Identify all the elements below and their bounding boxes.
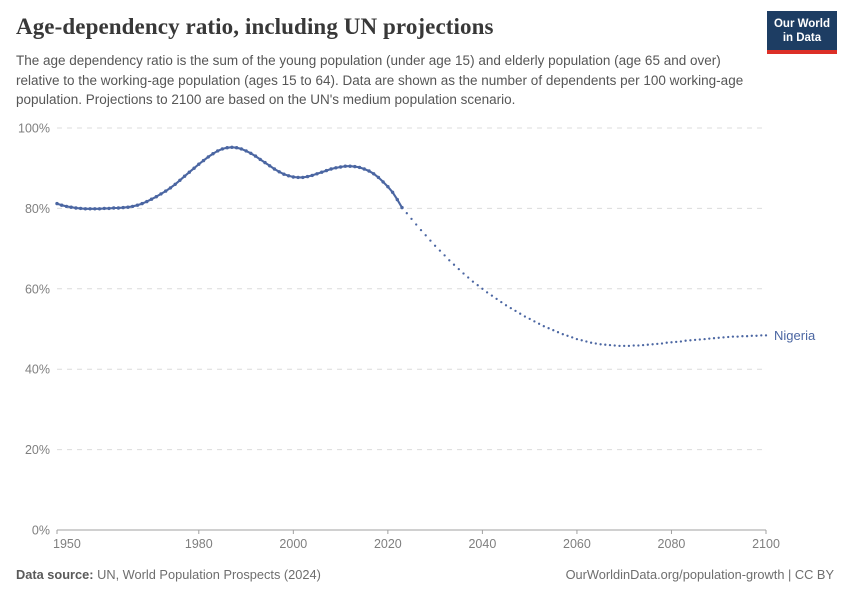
series-end-label[interactable]: Nigeria	[774, 328, 816, 343]
x-axis-label: 2000	[279, 537, 307, 551]
x-axis-label: 2060	[563, 537, 591, 551]
data-source: Data source: UN, World Population Prospe…	[16, 567, 321, 582]
data-source-label: Data source:	[16, 567, 94, 582]
credit-link[interactable]: OurWorldinData.org/population-growth | C…	[565, 567, 834, 582]
data-source-text: UN, World Population Prospects (2024)	[93, 567, 321, 582]
y-axis-label: 80%	[25, 202, 50, 216]
y-axis-label: 0%	[32, 524, 50, 538]
x-axis-label: 2020	[374, 537, 402, 551]
series-line-historical[interactable]	[56, 146, 403, 210]
series-dots-projection	[400, 206, 768, 348]
series-markers-historical	[55, 145, 404, 211]
y-axis-label: 20%	[25, 443, 50, 457]
x-axis-label: 1950	[53, 537, 81, 551]
y-axis-label: 100%	[18, 122, 50, 136]
owid-logo-line1: Our World	[773, 18, 830, 30]
owid-logo-line2: in Data	[782, 31, 822, 44]
chart-subtitle: The age dependency ratio is the sum of t…	[16, 53, 744, 107]
series-nigeria[interactable]: Nigeria	[55, 145, 816, 348]
x-axis-label: 2100	[752, 537, 780, 551]
x-axis-label: 1980	[185, 537, 213, 551]
chart-footer: Data source: UN, World Population Prospe…	[16, 567, 834, 582]
chart-title: Age-dependency ratio, including UN proje…	[16, 14, 494, 39]
owid-logo[interactable]: Our World in Data	[766, 11, 837, 54]
y-axis-label: 60%	[25, 282, 50, 296]
y-axis-label: 40%	[25, 363, 50, 377]
x-axis-label: 2080	[658, 537, 686, 551]
x-axis-label: 2040	[468, 537, 496, 551]
